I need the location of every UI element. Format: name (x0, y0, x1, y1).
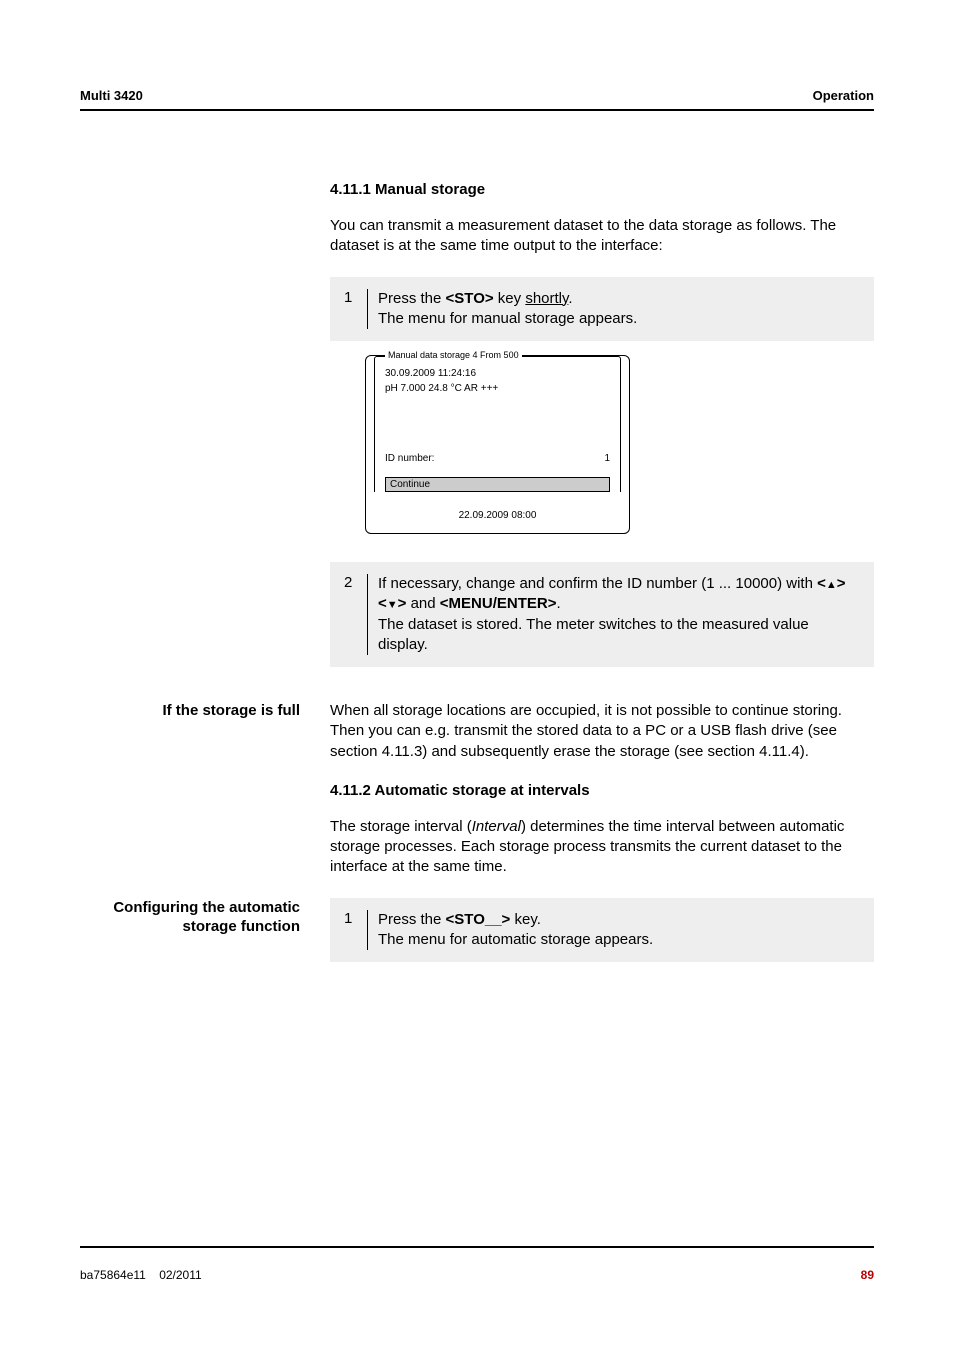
footer-doc-id: ba75864e11 (80, 1268, 146, 1282)
sto-key-label: <STO> (446, 290, 494, 307)
device-datetime: 30.09.2009 11:24:16 (385, 367, 610, 382)
step-1-block: 1 Press the <STO> key shortly. The menu … (330, 277, 874, 342)
cfg-prefix: Press the (378, 911, 446, 928)
step2-line2: The dataset is stored. The meter switche… (378, 616, 809, 653)
section-4-11-1-heading: 4.11.1 Manual storage (330, 181, 874, 198)
sto-long-key: <STO__> (446, 911, 511, 928)
storage-full-text: When all storage locations are occupied,… (330, 701, 874, 762)
device-fieldset: Manual data storage 4 From 500 30.09.200… (374, 356, 621, 492)
device-id-row: ID number: 1 (385, 452, 610, 467)
step1-suffix: . (568, 290, 572, 307)
step-2-text: If necessary, change and confirm the ID … (378, 574, 860, 655)
intro-a: The storage interval ( (330, 818, 472, 835)
cfg-line2: The menu for automatic storage appears. (378, 931, 653, 948)
menu-enter-key: <MENU/ENTER> (440, 595, 557, 612)
header-left: Multi 3420 (80, 88, 143, 103)
footer-date: 02/2011 (159, 1268, 202, 1282)
step2-line1c: . (557, 595, 561, 612)
device-continue-button: Continue (385, 477, 610, 492)
device-screen: Manual data storage 4 From 500 30.09.200… (365, 355, 630, 534)
section-4-11-2-heading: 4.11.2 Automatic storage at intervals (330, 782, 874, 799)
page-footer: ba75864e11 02/2011 89 (80, 1246, 874, 1282)
section-4-11-1-intro: You can transmit a measurement dataset t… (330, 216, 874, 257)
footer-page-number: 89 (861, 1268, 874, 1282)
device-id-label: ID number: (385, 452, 434, 467)
page-header: Multi 3420 Operation (80, 88, 874, 111)
configure-step-number: 1 (344, 910, 368, 951)
step2-line1a: If necessary, change and confirm the ID … (378, 575, 817, 592)
storage-full-row: If the storage is full When all storage … (80, 701, 874, 762)
step-1-number: 1 (344, 289, 368, 330)
arrow-down-key: <> (378, 595, 406, 612)
section-4-11-2-intro: The storage interval (Interval) determin… (330, 817, 874, 878)
footer-left: ba75864e11 02/2011 (80, 1268, 202, 1282)
arrow-up-icon (826, 575, 837, 592)
arrow-up-key: <> (817, 575, 845, 592)
step-1-text: Press the <STO> key shortly. The menu fo… (378, 289, 637, 330)
configure-row: Configuring the automatic storage functi… (80, 898, 874, 977)
configure-step-text: Press the <STO__> key. The menu for auto… (378, 910, 653, 951)
device-fieldset-title: Manual data storage 4 From 500 (385, 350, 522, 360)
header-right: Operation (813, 88, 874, 103)
step2-line1b: and (406, 595, 439, 612)
step1-underline: shortly (525, 290, 568, 307)
step1-mid: key (494, 290, 526, 307)
arrow-down-icon (387, 595, 398, 612)
step-2-number: 2 (344, 574, 368, 655)
step1-line2: The menu for manual storage appears. (378, 310, 637, 327)
device-footer-timestamp: 22.09.2009 08:00 (366, 498, 629, 533)
page-content: 4.11.1 Manual storage You can transmit a… (80, 181, 874, 976)
device-reading: pH 7.000 24.8 °C AR +++ (385, 382, 610, 397)
device-id-value: 1 (604, 452, 610, 467)
step1-prefix: Press the (378, 290, 446, 307)
storage-full-sidebar: If the storage is full (80, 701, 330, 762)
cfg-suffix: key. (510, 911, 541, 928)
configure-step-block: 1 Press the <STO__> key. The menu for au… (330, 898, 874, 963)
intro-italic: Interval (472, 818, 521, 835)
device-screen-wrapper: Manual data storage 4 From 500 30.09.200… (365, 355, 874, 534)
step-2-block: 2 If necessary, change and confirm the I… (330, 562, 874, 667)
device-body: 30.09.2009 11:24:16 pH 7.000 24.8 °C AR … (375, 365, 620, 477)
configure-sidebar: Configuring the automatic storage functi… (80, 898, 330, 977)
